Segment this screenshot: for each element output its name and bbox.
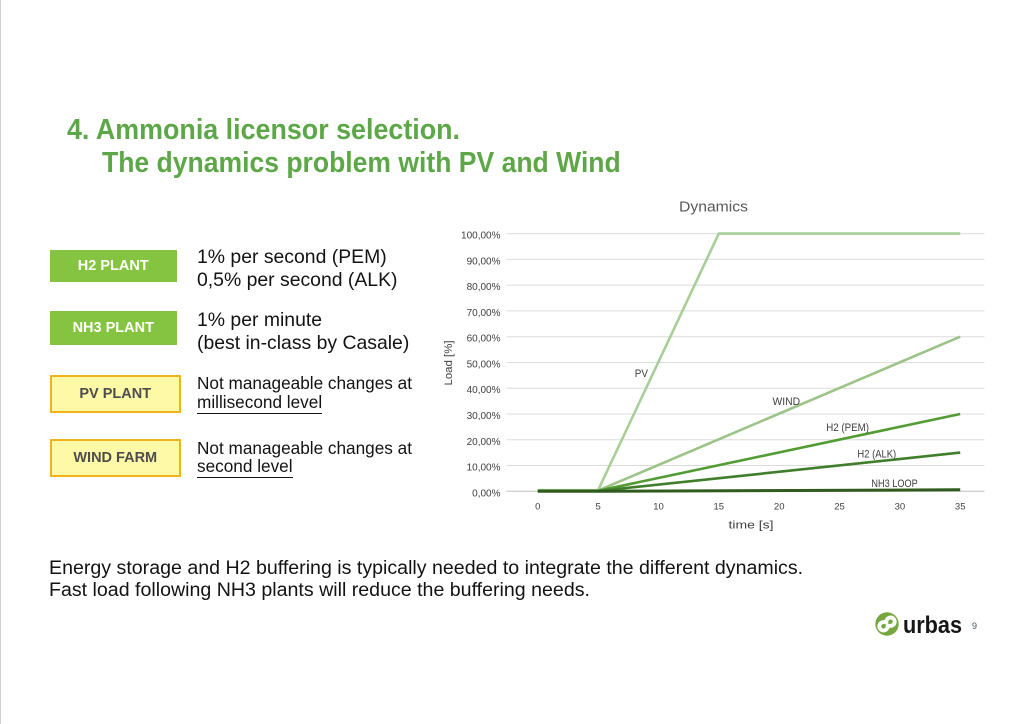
svg-text:60,00%: 60,00% <box>467 334 501 345</box>
svg-text:PV: PV <box>635 368 649 380</box>
svg-text:15: 15 <box>714 501 725 512</box>
svg-text:90,00%: 90,00% <box>467 256 501 267</box>
svg-text:0,00%: 0,00% <box>472 488 500 499</box>
svg-text:10,00%: 10,00% <box>467 463 501 474</box>
svg-text:0: 0 <box>535 501 540 512</box>
svg-text:35: 35 <box>955 501 966 512</box>
svg-text:20,00%: 20,00% <box>467 437 501 448</box>
svg-text:20: 20 <box>774 501 785 512</box>
svg-text:40,00%: 40,00% <box>467 385 501 396</box>
svg-text:5: 5 <box>595 501 600 512</box>
svg-text:30,00%: 30,00% <box>467 411 501 422</box>
svg-text:NH3 LOOP: NH3 LOOP <box>871 478 917 490</box>
svg-text:100,00%: 100,00% <box>461 231 501 242</box>
svg-text:H2 (PEM): H2 (PEM) <box>826 422 869 434</box>
svg-text:30: 30 <box>895 501 906 512</box>
svg-text:time [s]: time [s] <box>729 520 774 532</box>
svg-text:25: 25 <box>834 501 845 512</box>
svg-text:50,00%: 50,00% <box>467 360 501 371</box>
svg-text:H2 (ALK): H2 (ALK) <box>857 448 896 460</box>
svg-text:70,00%: 70,00% <box>467 308 501 319</box>
svg-text:Load [%]: Load [%] <box>443 341 455 386</box>
svg-text:10: 10 <box>653 501 664 512</box>
svg-text:Dynamics: Dynamics <box>679 198 748 215</box>
svg-text:80,00%: 80,00% <box>467 282 501 293</box>
svg-text:WIND: WIND <box>773 396 801 408</box>
